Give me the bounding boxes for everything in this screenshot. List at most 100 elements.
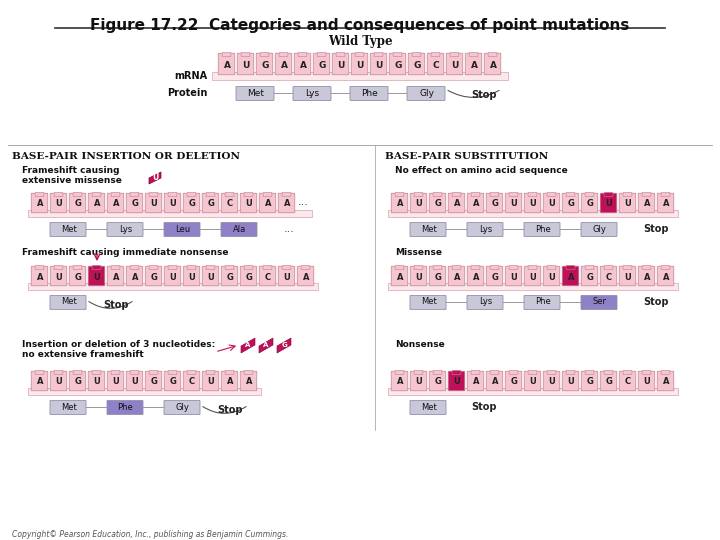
Text: U: U (375, 60, 383, 70)
FancyBboxPatch shape (294, 53, 311, 75)
Text: G: G (150, 377, 158, 387)
FancyBboxPatch shape (433, 370, 442, 375)
FancyBboxPatch shape (240, 193, 257, 213)
FancyBboxPatch shape (202, 371, 219, 391)
Text: A: A (37, 273, 43, 281)
Text: G: G (132, 199, 138, 208)
Text: A: A (227, 377, 233, 387)
Text: Leu: Leu (175, 225, 190, 233)
Text: G: G (281, 342, 287, 348)
FancyBboxPatch shape (92, 370, 101, 375)
FancyBboxPatch shape (600, 266, 617, 286)
FancyBboxPatch shape (427, 53, 444, 75)
FancyBboxPatch shape (240, 371, 257, 391)
Text: Ala: Ala (233, 225, 246, 233)
FancyBboxPatch shape (452, 266, 461, 269)
FancyBboxPatch shape (236, 86, 274, 100)
FancyBboxPatch shape (433, 266, 442, 269)
FancyBboxPatch shape (73, 370, 82, 375)
FancyBboxPatch shape (206, 370, 215, 375)
FancyBboxPatch shape (543, 371, 560, 391)
Text: Met: Met (60, 402, 76, 411)
Text: Lys: Lys (305, 89, 320, 98)
Text: G: G (227, 273, 233, 281)
Text: U: U (530, 273, 536, 281)
Text: U: U (170, 273, 176, 281)
FancyBboxPatch shape (73, 266, 82, 269)
FancyBboxPatch shape (278, 193, 294, 213)
FancyBboxPatch shape (467, 266, 484, 286)
FancyBboxPatch shape (600, 193, 617, 213)
FancyBboxPatch shape (69, 193, 86, 213)
Text: U: U (150, 199, 158, 208)
FancyBboxPatch shape (370, 53, 387, 75)
FancyBboxPatch shape (505, 266, 522, 286)
Text: C: C (227, 199, 233, 208)
Text: G: G (207, 199, 215, 208)
Text: G: G (318, 60, 325, 70)
FancyBboxPatch shape (187, 266, 196, 269)
Text: A: A (94, 199, 100, 208)
Text: U: U (337, 60, 345, 70)
Text: G: G (246, 273, 253, 281)
FancyBboxPatch shape (581, 193, 598, 213)
Text: A: A (454, 199, 460, 208)
FancyBboxPatch shape (164, 222, 200, 237)
Text: Stop: Stop (471, 402, 496, 412)
Text: U: U (207, 273, 215, 281)
Text: Insertion or deletion of 3 nucleotides:
no extensive frameshift: Insertion or deletion of 3 nucleotides: … (22, 340, 215, 360)
FancyBboxPatch shape (395, 370, 404, 375)
FancyBboxPatch shape (410, 193, 427, 213)
FancyBboxPatch shape (452, 370, 461, 375)
Text: G: G (435, 199, 441, 208)
FancyBboxPatch shape (448, 266, 465, 286)
Text: U: U (415, 199, 423, 208)
Polygon shape (277, 338, 291, 353)
Text: U: U (549, 273, 555, 281)
Text: A: A (644, 199, 650, 208)
FancyBboxPatch shape (183, 266, 199, 286)
FancyBboxPatch shape (69, 371, 86, 391)
FancyBboxPatch shape (183, 371, 199, 391)
FancyBboxPatch shape (293, 86, 331, 100)
Text: A: A (265, 199, 271, 208)
Text: A: A (281, 60, 287, 70)
FancyBboxPatch shape (469, 52, 478, 57)
Text: A: A (454, 273, 460, 281)
Text: A: A (490, 60, 497, 70)
Polygon shape (149, 172, 161, 184)
Text: Protein: Protein (166, 88, 207, 98)
FancyBboxPatch shape (450, 52, 459, 57)
Text: U: U (284, 273, 290, 281)
FancyBboxPatch shape (505, 193, 522, 213)
FancyBboxPatch shape (407, 86, 445, 100)
FancyBboxPatch shape (657, 193, 674, 213)
FancyBboxPatch shape (130, 192, 139, 197)
Text: U: U (94, 273, 100, 281)
FancyBboxPatch shape (408, 53, 425, 75)
Text: G: G (413, 60, 420, 70)
Text: A: A (473, 273, 480, 281)
Text: Met: Met (420, 225, 436, 233)
Text: U: U (55, 199, 63, 208)
FancyBboxPatch shape (50, 193, 67, 213)
FancyBboxPatch shape (585, 370, 594, 375)
Text: Gly: Gly (419, 89, 434, 98)
Text: U: U (132, 377, 138, 387)
Text: Missense: Missense (395, 248, 442, 257)
FancyBboxPatch shape (446, 53, 463, 75)
FancyBboxPatch shape (278, 266, 294, 286)
FancyBboxPatch shape (657, 371, 674, 391)
FancyBboxPatch shape (490, 370, 499, 375)
FancyBboxPatch shape (528, 370, 537, 375)
Text: U: U (530, 377, 536, 387)
Text: C: C (189, 377, 195, 387)
FancyBboxPatch shape (388, 210, 678, 217)
FancyBboxPatch shape (168, 370, 177, 375)
FancyBboxPatch shape (604, 192, 613, 197)
FancyBboxPatch shape (429, 266, 446, 286)
FancyBboxPatch shape (282, 266, 291, 269)
FancyBboxPatch shape (92, 266, 101, 269)
Text: BASE-PAIR SUBSTITUTION: BASE-PAIR SUBSTITUTION (385, 152, 548, 161)
Text: U: U (415, 273, 423, 281)
